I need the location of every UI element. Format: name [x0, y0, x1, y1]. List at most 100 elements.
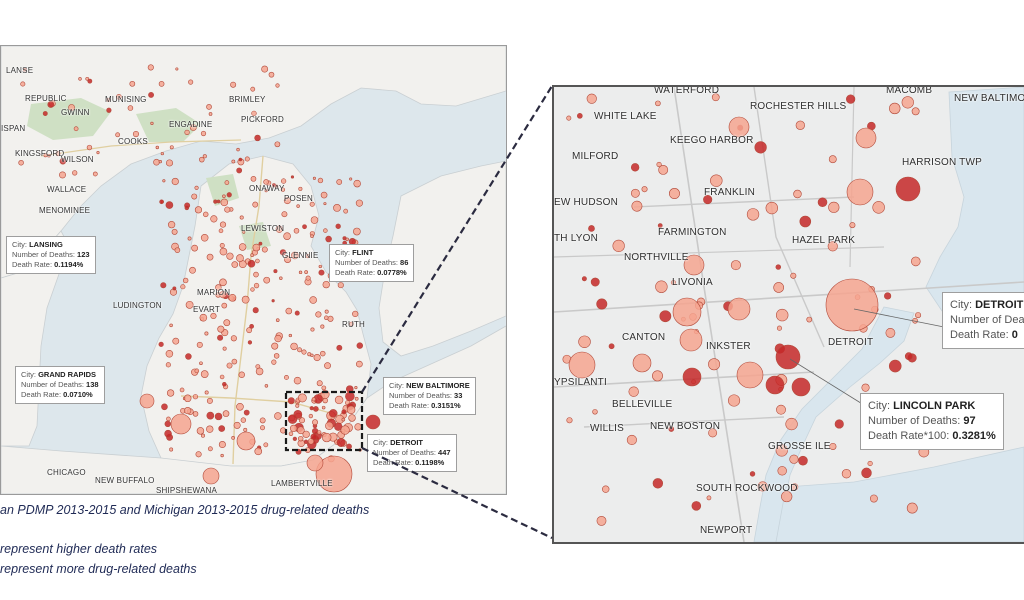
death-marker[interactable]: [353, 179, 361, 188]
death-marker[interactable]: [317, 177, 324, 184]
death-marker[interactable]: [777, 466, 787, 476]
death-marker[interactable]: [327, 315, 334, 322]
death-marker[interactable]: [222, 346, 227, 351]
death-marker[interactable]: [293, 228, 300, 234]
death-marker[interactable]: [226, 192, 232, 198]
death-marker[interactable]: [199, 313, 208, 322]
death-marker[interactable]: [253, 282, 260, 289]
death-marker[interactable]: [682, 367, 702, 387]
death-marker[interactable]: [757, 481, 768, 492]
death-marker[interactable]: [309, 406, 314, 411]
death-marker[interactable]: [249, 324, 254, 329]
death-marker[interactable]: [592, 409, 598, 415]
death-marker[interactable]: [703, 194, 713, 205]
death-marker[interactable]: [307, 352, 312, 357]
death-marker[interactable]: [346, 405, 356, 415]
death-marker[interactable]: [243, 409, 250, 416]
death-marker[interactable]: [20, 81, 26, 87]
death-marker[interactable]: [321, 405, 326, 410]
death-marker[interactable]: [264, 384, 269, 388]
death-marker[interactable]: [312, 419, 318, 426]
death-marker[interactable]: [219, 278, 227, 287]
death-marker[interactable]: [255, 367, 264, 376]
death-marker[interactable]: [275, 225, 283, 233]
death-marker[interactable]: [184, 406, 192, 415]
death-marker[interactable]: [191, 193, 198, 200]
death-marker[interactable]: [356, 360, 363, 368]
death-marker[interactable]: [167, 220, 176, 229]
death-marker[interactable]: [828, 201, 840, 213]
death-marker[interactable]: [224, 206, 231, 213]
death-marker[interactable]: [309, 201, 315, 207]
death-marker[interactable]: [341, 409, 347, 415]
death-marker[interactable]: [236, 402, 244, 411]
death-marker[interactable]: [658, 164, 669, 175]
death-marker[interactable]: [247, 259, 256, 268]
death-marker[interactable]: [304, 270, 308, 274]
death-marker[interactable]: [284, 255, 292, 264]
death-marker[interactable]: [230, 335, 237, 342]
death-marker[interactable]: [297, 347, 302, 353]
death-marker[interactable]: [280, 187, 286, 192]
death-marker[interactable]: [290, 175, 295, 179]
metro-map-canvas[interactable]: [554, 87, 1024, 542]
death-marker[interactable]: [316, 380, 323, 387]
death-marker[interactable]: [233, 421, 241, 429]
death-marker[interactable]: [116, 93, 122, 100]
death-marker[interactable]: [106, 107, 112, 113]
death-marker[interactable]: [247, 340, 253, 345]
death-marker[interactable]: [166, 416, 171, 422]
death-marker[interactable]: [73, 126, 79, 132]
death-marker[interactable]: [596, 516, 607, 526]
death-marker[interactable]: [287, 397, 295, 405]
death-marker[interactable]: [200, 233, 209, 242]
death-marker[interactable]: [148, 92, 154, 98]
death-marker[interactable]: [296, 204, 300, 208]
death-marker[interactable]: [295, 403, 300, 408]
death-marker[interactable]: [846, 178, 874, 206]
death-marker[interactable]: [869, 494, 878, 503]
death-marker[interactable]: [231, 435, 235, 440]
death-marker[interactable]: [296, 426, 305, 435]
death-marker[interactable]: [736, 361, 764, 389]
death-marker[interactable]: [254, 447, 263, 456]
death-marker[interactable]: [231, 358, 238, 365]
death-marker[interactable]: [672, 297, 702, 327]
death-marker[interactable]: [895, 176, 921, 202]
death-marker[interactable]: [354, 423, 362, 431]
death-marker[interactable]: [323, 202, 327, 206]
death-marker[interactable]: [354, 396, 359, 401]
death-marker[interactable]: [566, 417, 573, 424]
death-marker[interactable]: [184, 129, 190, 135]
death-marker[interactable]: [318, 264, 322, 269]
death-marker[interactable]: [343, 208, 349, 214]
death-marker[interactable]: [192, 394, 199, 400]
death-marker[interactable]: [325, 421, 334, 430]
death-marker[interactable]: [239, 215, 244, 220]
death-marker[interactable]: [775, 444, 788, 457]
death-marker[interactable]: [218, 228, 224, 234]
death-marker[interactable]: [195, 451, 202, 458]
death-marker[interactable]: [313, 353, 321, 362]
death-marker[interactable]: [691, 501, 702, 511]
death-marker[interactable]: [683, 254, 705, 276]
death-marker[interactable]: [632, 353, 652, 373]
death-marker[interactable]: [165, 201, 174, 209]
death-marker[interactable]: [578, 335, 591, 349]
death-marker[interactable]: [827, 241, 838, 252]
death-marker[interactable]: [171, 228, 178, 235]
death-marker[interactable]: [901, 96, 914, 109]
death-marker[interactable]: [793, 189, 802, 199]
death-marker[interactable]: [274, 412, 282, 420]
death-marker[interactable]: [160, 282, 167, 289]
death-marker[interactable]: [236, 431, 256, 451]
death-marker[interactable]: [308, 413, 313, 419]
death-marker[interactable]: [652, 370, 663, 382]
death-marker[interactable]: [215, 284, 222, 291]
death-marker[interactable]: [328, 409, 338, 418]
death-marker[interactable]: [336, 344, 343, 351]
death-marker[interactable]: [318, 269, 325, 276]
death-marker[interactable]: [310, 433, 318, 441]
death-marker[interactable]: [775, 264, 782, 270]
death-marker[interactable]: [165, 349, 174, 358]
